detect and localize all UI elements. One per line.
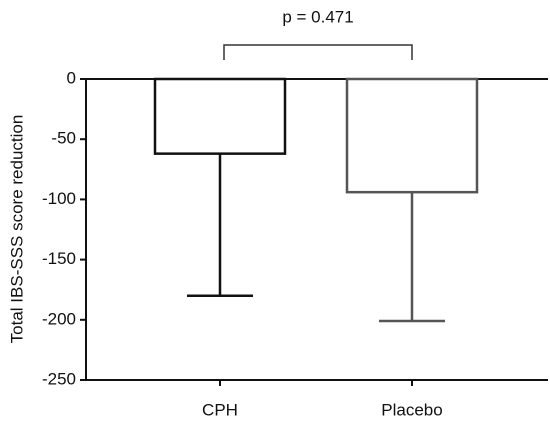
error-bar: [187, 153, 253, 297]
y-axis-label: Total IBS-SSS score reduction: [7, 115, 26, 344]
significance-bracket: [223, 44, 413, 60]
y-tick-label: -100: [42, 189, 76, 208]
x-tick-label: CPH: [202, 400, 238, 419]
y-tick-label: 0: [67, 68, 76, 87]
error-bar: [379, 192, 445, 323]
annotation: p = 0.471: [282, 7, 353, 26]
y-tick-label: -200: [42, 309, 76, 328]
bar: [345, 77, 479, 194]
bar: [153, 77, 287, 155]
y-tick-label: -50: [51, 129, 76, 148]
y-tick-label: -150: [42, 249, 76, 268]
y-tick-label: -250: [42, 369, 76, 388]
x-tick-label: Placebo: [381, 400, 442, 419]
